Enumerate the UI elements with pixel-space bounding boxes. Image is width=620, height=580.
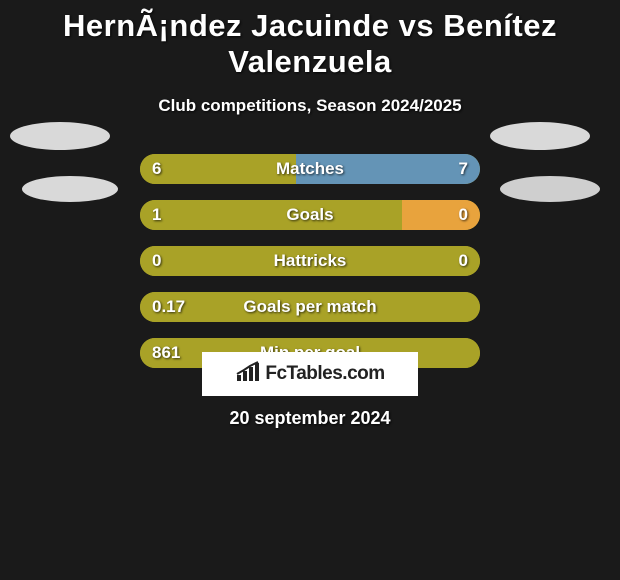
stat-label: Matches bbox=[140, 154, 480, 184]
stat-row: 10Goals bbox=[0, 200, 620, 230]
stat-row: 0.17Goals per match bbox=[0, 292, 620, 322]
stat-label: Hattricks bbox=[140, 246, 480, 276]
page-subtitle: Club competitions, Season 2024/2025 bbox=[0, 96, 620, 116]
date-text: 20 september 2024 bbox=[0, 408, 620, 429]
logo-box: FcTables.com bbox=[202, 352, 418, 396]
stat-label: Goals bbox=[140, 200, 480, 230]
stat-rows: 67Matches 10Goals 00Hattricks 0.17Goals per… bbox=[0, 154, 620, 368]
logo-chart-icon bbox=[235, 361, 261, 388]
stat-label: Goals per match bbox=[140, 292, 480, 322]
page-title: HernÃ¡ndez Jacuinde vs Benítez Valenzuel… bbox=[0, 0, 620, 80]
stat-row: 67Matches bbox=[0, 154, 620, 184]
logo-text: FcTables.com bbox=[265, 363, 384, 385]
stat-row: 00Hattricks bbox=[0, 246, 620, 276]
avatar-ellipse bbox=[10, 122, 110, 150]
avatar-ellipse bbox=[490, 122, 590, 150]
